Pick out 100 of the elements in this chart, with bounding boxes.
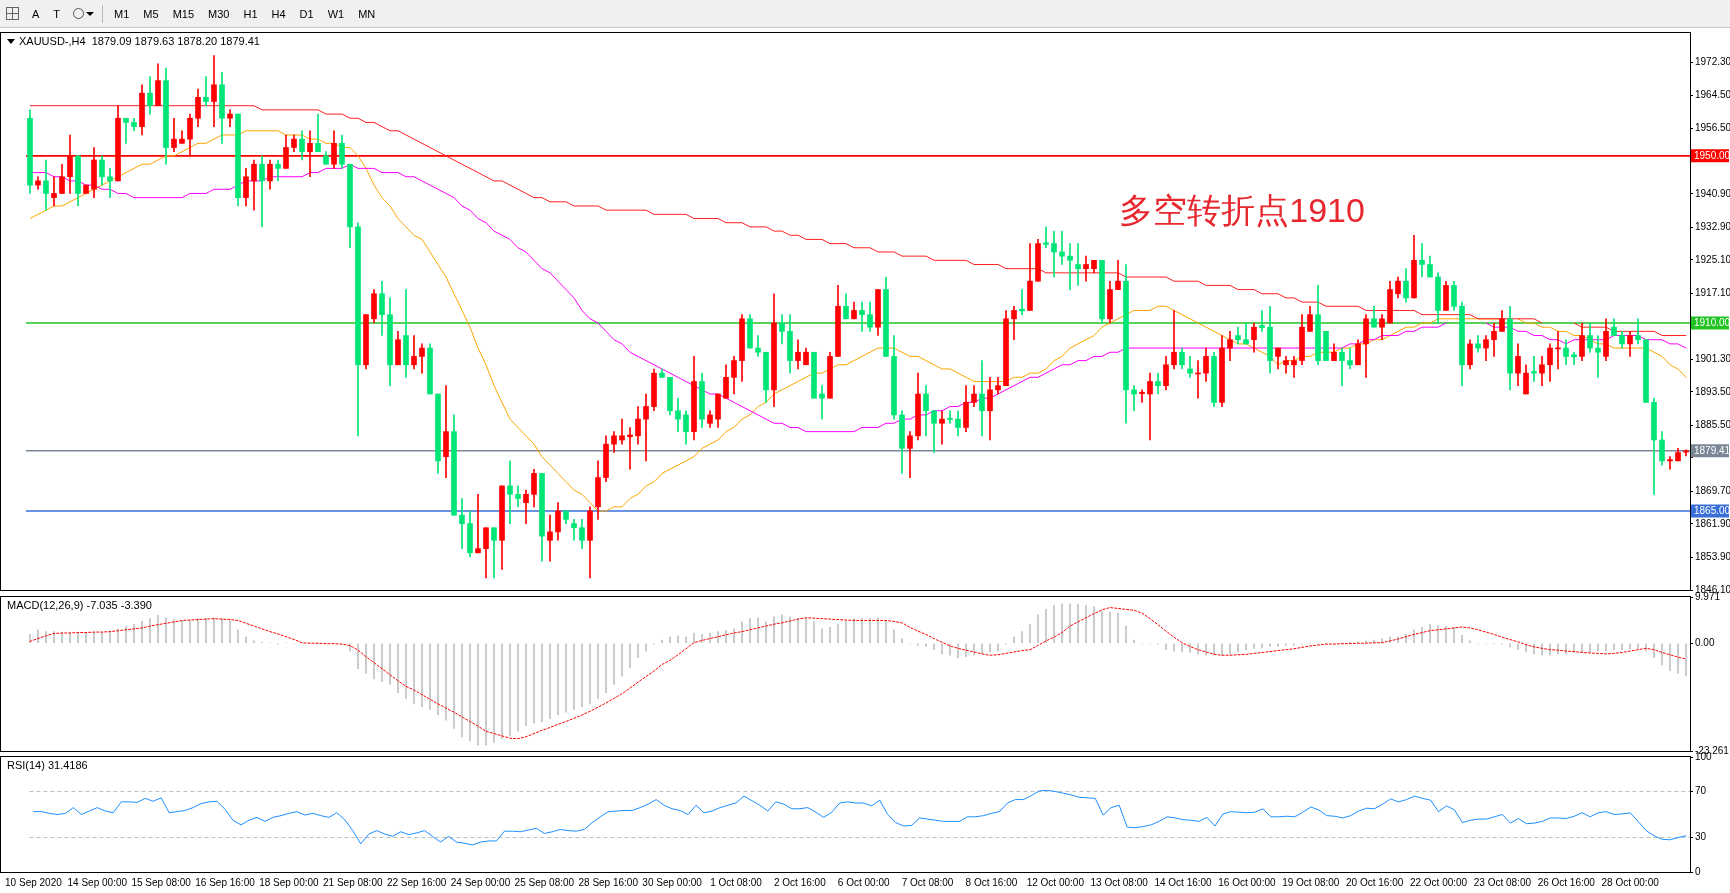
y-tick-label: 1893.50 xyxy=(1695,385,1730,397)
x-tick-label: 21 Sep 08:00 xyxy=(323,876,383,888)
candlestick xyxy=(1339,347,1345,386)
text: M30 xyxy=(207,6,231,22)
candlestick xyxy=(939,410,945,445)
candlestick xyxy=(507,460,513,524)
x-tick-label: 22 Sep 16:00 xyxy=(386,876,447,888)
text: H4 xyxy=(270,6,287,22)
y-tick-label: 1917.10 xyxy=(1695,287,1730,299)
candlestick xyxy=(1531,356,1537,382)
candlestick xyxy=(1291,356,1297,378)
y-tick-label: 1972.30 xyxy=(1695,56,1730,68)
candlestick xyxy=(1051,230,1057,278)
chart-title: RSI(14) 31.4186 xyxy=(7,759,88,771)
ref-line-label: 1879.41 xyxy=(1694,445,1730,457)
x-tick-label: 20 Oct 16:00 xyxy=(1346,876,1404,888)
x-tick-label: 22 Oct 00:00 xyxy=(1409,876,1468,888)
candlestick xyxy=(1571,351,1577,366)
x-tick-label: 15 Sep 08:00 xyxy=(131,876,192,888)
text: M1 xyxy=(113,6,131,22)
y-tick-label: 1853.90 xyxy=(1695,551,1730,563)
candlestick xyxy=(259,155,265,228)
y-tick-label: 1964.50 xyxy=(1695,89,1730,101)
x-tick-label: 30 Sep 00:00 xyxy=(642,876,703,888)
candlestick xyxy=(547,514,553,562)
candlestick xyxy=(1419,243,1425,278)
annotation: 多空转折点1910 xyxy=(1119,191,1365,230)
candlestick xyxy=(1083,255,1089,282)
candlestick xyxy=(1019,289,1025,315)
candlestick xyxy=(1259,310,1265,332)
candlestick xyxy=(571,519,577,541)
x-tick-label: 23 Oct 08:00 xyxy=(1473,876,1532,888)
text: M15 xyxy=(171,6,196,22)
x-tick-label: 7 Oct 08:00 xyxy=(901,876,954,888)
chart-title: MACD(12,26,9) -7.035 -3.390 xyxy=(7,599,152,611)
x-tick-label: 28 Oct 00:00 xyxy=(1601,876,1660,888)
y-tick-label: 1932.90 xyxy=(1695,221,1730,233)
y-tick-label: 0.00 xyxy=(1695,636,1715,648)
text: M5 xyxy=(142,6,160,22)
y-tick-label: 70 xyxy=(1695,785,1707,797)
ref-line-label: 1865.00 xyxy=(1694,505,1730,517)
candlestick xyxy=(51,176,57,207)
candlestick xyxy=(755,335,761,357)
candlestick xyxy=(475,493,481,554)
x-tick-label: 26 Oct 16:00 xyxy=(1537,876,1596,888)
candlestick xyxy=(1667,456,1673,470)
candlestick xyxy=(211,55,217,127)
candlestick xyxy=(627,427,633,470)
y-tick-label: 1885.50 xyxy=(1695,419,1730,431)
candlestick xyxy=(43,159,49,211)
candlestick xyxy=(459,498,465,549)
candlestick xyxy=(203,76,209,107)
text: W1 xyxy=(326,6,346,22)
y-tick-label: 30 xyxy=(1695,831,1707,843)
x-tick-label: 13 Oct 08:00 xyxy=(1090,876,1149,888)
x-tick-label: 6 Oct 00:00 xyxy=(837,876,890,888)
text: D1 xyxy=(298,6,315,22)
y-tick-label: 1901.30 xyxy=(1695,353,1730,365)
x-tick-label: 16 Oct 00:00 xyxy=(1218,876,1276,888)
x-tick-label: 19 Oct 08:00 xyxy=(1282,876,1340,888)
candlestick xyxy=(819,385,825,420)
y-tick-label: 0 xyxy=(1695,865,1701,877)
x-tick-label: 28 Sep 16:00 xyxy=(578,876,639,888)
candlestick xyxy=(1067,243,1073,290)
candlestick xyxy=(1043,226,1049,249)
x-tick-label: 16 Sep 16:00 xyxy=(195,876,256,888)
x-tick-label: 24 Sep 00:00 xyxy=(450,876,511,888)
x-tick-label: 12 Oct 00:00 xyxy=(1026,876,1085,888)
candlestick xyxy=(643,393,649,462)
candlestick xyxy=(859,301,865,332)
text: H1 xyxy=(242,6,259,22)
candlestick xyxy=(315,113,321,152)
y-tick-label: 1861.90 xyxy=(1695,517,1730,529)
candlestick xyxy=(979,360,985,437)
candlestick xyxy=(1147,372,1153,441)
x-tick-label: 1 Oct 08:00 xyxy=(710,876,763,888)
ref-line-label: 1950.00 xyxy=(1694,150,1730,162)
x-tick-label: 14 Oct 16:00 xyxy=(1154,876,1213,888)
candlestick xyxy=(1139,389,1145,403)
x-tick-label: 14 Sep 00:00 xyxy=(67,876,128,888)
candlestick xyxy=(123,117,129,144)
x-tick-label: 2 Oct 16:00 xyxy=(773,876,827,888)
text: T xyxy=(52,6,62,22)
x-tick-label: 25 Sep 08:00 xyxy=(514,876,575,888)
candlestick xyxy=(1635,318,1641,345)
text: A xyxy=(31,6,41,22)
candlestick xyxy=(947,410,953,424)
candlestick xyxy=(619,418,625,445)
y-tick-label: 1956.50 xyxy=(1695,122,1730,134)
text: MN xyxy=(357,6,377,22)
candlestick xyxy=(1595,335,1601,378)
x-tick-label: 10 Sep 2020 xyxy=(5,876,63,888)
chart-title: XAUUSD-,H4 1879.09 1879.63 1878.20 1879.41 xyxy=(19,35,260,47)
candlestick xyxy=(1171,310,1177,370)
y-tick-label: 1925.10 xyxy=(1695,253,1730,265)
candlestick xyxy=(107,168,113,198)
y-tick-label: 1940.90 xyxy=(1695,187,1730,199)
candlestick xyxy=(1075,243,1081,286)
x-tick-label: 18 Sep 00:00 xyxy=(259,876,320,888)
x-tick-label: 8 Oct 16:00 xyxy=(965,876,1018,888)
